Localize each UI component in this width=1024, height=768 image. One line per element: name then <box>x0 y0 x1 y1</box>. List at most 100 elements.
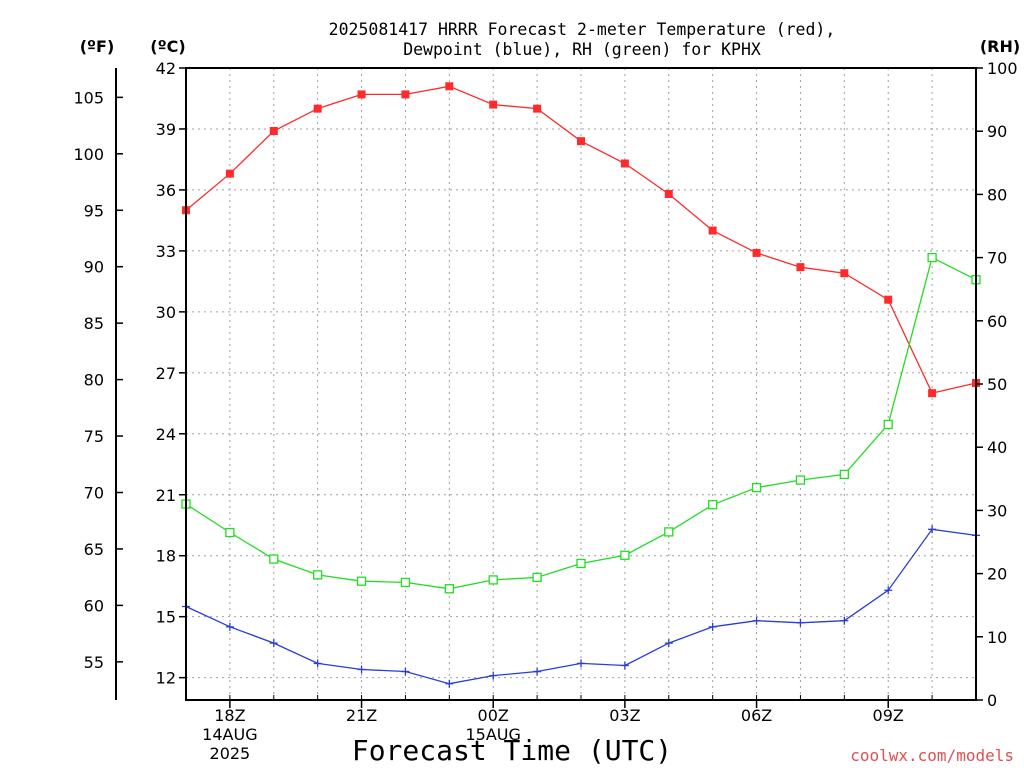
rh-point <box>664 527 674 537</box>
dewpoint-point <box>401 667 410 676</box>
celsius-tick-label: 18 <box>156 547 176 566</box>
fahrenheit-tick-label: 85 <box>84 314 104 333</box>
temperature-point <box>577 137 585 146</box>
temperature-point <box>401 90 410 99</box>
rh-point <box>708 500 718 510</box>
temperature-point <box>708 226 717 235</box>
rh-point <box>444 584 454 594</box>
x-tick-label: 18Z <box>214 706 245 725</box>
temperature-point <box>752 248 761 257</box>
fahrenheit-tick-label: 90 <box>84 258 104 277</box>
celsius-tick-label: 42 <box>156 59 176 78</box>
chart-title-line2: Dewpoint (blue), RH (green) for KPHX <box>403 40 761 59</box>
fahrenheit-tick-label: 70 <box>84 483 104 502</box>
rh-point <box>488 575 498 585</box>
fahrenheit-tick-label: 60 <box>84 596 104 615</box>
rh-point <box>532 572 542 583</box>
temperature-point <box>313 104 322 113</box>
celsius-tick-label: 15 <box>156 608 176 627</box>
fahrenheit-tick-label: 75 <box>84 427 104 446</box>
dewpoint-point <box>489 671 498 680</box>
rh-point <box>225 527 235 538</box>
temperature-point <box>489 100 498 109</box>
celsius-tick-label: 39 <box>156 120 176 139</box>
rh-point <box>795 475 806 485</box>
fahrenheit-tick-label: 100 <box>73 145 104 164</box>
temperature-point <box>445 82 454 91</box>
temperature-point <box>884 295 893 304</box>
grid-layer <box>186 68 976 700</box>
fahrenheit-tick-label: 95 <box>84 201 104 220</box>
temperature-point <box>796 263 805 272</box>
celsius-tick-label: 27 <box>156 364 176 383</box>
x-tick-label: 03Z <box>609 706 640 725</box>
fahrenheit-axis-label: (ºF) <box>80 37 115 56</box>
celsius-tick-label: 33 <box>156 242 176 261</box>
rh-tick-label: 70 <box>987 249 1007 268</box>
fahrenheit-tick-label: 65 <box>84 540 104 559</box>
dewpoint-point <box>796 618 805 627</box>
dewpoint-point <box>533 667 542 676</box>
rh-tick-label: 40 <box>987 438 1007 457</box>
dewpoint-point <box>225 622 234 631</box>
rh-tick-label: 100 <box>987 59 1018 78</box>
dewpoint-point <box>928 525 937 534</box>
rh-tick-label: 30 <box>987 501 1007 520</box>
rh-point <box>313 570 323 580</box>
rh-point <box>620 550 630 560</box>
dewpoint-point <box>445 679 454 688</box>
rh-tick-label: 80 <box>987 185 1007 204</box>
rh-axis-label: (RH) <box>980 37 1020 56</box>
chart-title: 2025081417 HRRR Forecast 2-meter Tempera… <box>329 20 836 39</box>
rh-tick-label: 50 <box>987 375 1007 394</box>
temperature-point <box>269 126 278 135</box>
rh-tick-label: 20 <box>987 565 1007 584</box>
x-tick-label: 15AUG <box>466 725 521 744</box>
celsius-tick-label: 12 <box>156 669 176 688</box>
axes-layer: 12 15 18 21 24 27 30 33 36 39 42 55 60 65 70 75 80 85 90 95… <box>73 59 1017 763</box>
rh-tick-label: 60 <box>987 312 1007 331</box>
rh-tick-label: 90 <box>987 122 1007 141</box>
celsius-tick-label: 21 <box>156 486 176 505</box>
dewpoint-point <box>752 616 761 625</box>
temperature-point <box>357 90 366 99</box>
rh-tick-label: 0 <box>987 691 997 710</box>
rh-point <box>927 252 937 263</box>
temperature-point <box>620 159 629 168</box>
temperature-point <box>664 189 673 198</box>
dewpoint-point <box>884 586 893 595</box>
x-tick-label: 14AUG <box>202 725 257 744</box>
x-tick-label: 2025 <box>210 744 251 763</box>
dewpoint-point <box>269 639 278 648</box>
dewpoint-point <box>620 661 629 670</box>
series-layer <box>181 82 981 688</box>
x-tick-label: 21Z <box>346 706 377 725</box>
rh-point <box>751 482 762 493</box>
x-tick-label: 06Z <box>741 706 772 725</box>
temperature-point <box>533 104 542 113</box>
rh-point <box>839 469 849 480</box>
rh-tick-label: 10 <box>987 628 1007 647</box>
temperature-point <box>225 169 234 178</box>
temperature-point <box>840 269 849 278</box>
rh-point <box>400 577 411 588</box>
x-tick-label: 00Z <box>478 706 509 725</box>
dewpoint-point <box>357 665 366 674</box>
temperature-line <box>185 85 977 394</box>
dewpoint-point <box>708 622 717 631</box>
rh-point <box>883 419 893 430</box>
rh-point <box>356 576 367 586</box>
dewpoint-point <box>577 659 585 668</box>
celsius-axis-label: (ºC) <box>150 37 185 56</box>
dewpoint-point <box>840 616 849 625</box>
plot-frame <box>185 67 977 701</box>
dewpoint-point <box>313 659 322 668</box>
celsius-tick-label: 30 <box>156 303 176 322</box>
celsius-tick-label: 36 <box>156 181 176 200</box>
x-tick-label: 09Z <box>873 706 904 725</box>
fahrenheit-tick-label: 105 <box>73 88 104 107</box>
fahrenheit-tick-label: 80 <box>84 371 104 390</box>
fahrenheit-tick-label: 55 <box>84 653 104 672</box>
rh-point <box>576 558 586 569</box>
x-axis-title: Forecast Time (UTC) <box>352 734 672 767</box>
